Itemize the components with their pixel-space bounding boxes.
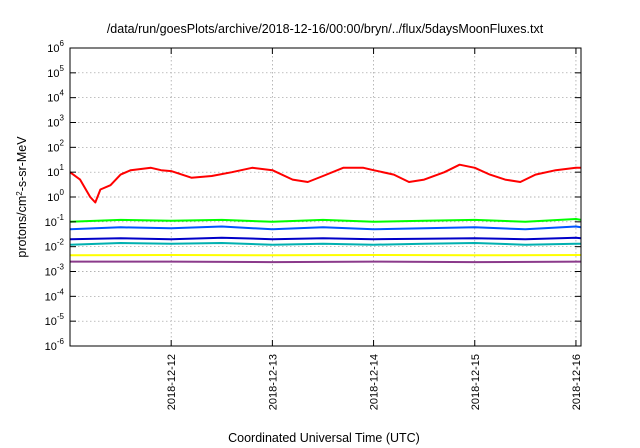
y-tick-base: 10 <box>47 192 59 204</box>
x-axis-label: Coordinated Universal Time (UTC) <box>228 431 420 445</box>
y-tick-base: 10 <box>47 68 59 80</box>
y-tick-base: 10 <box>45 341 57 353</box>
y-tick-base: 10 <box>47 118 59 130</box>
y-tick-base: 10 <box>47 43 59 55</box>
y-tick-exponent: -2 <box>57 238 65 247</box>
y-tick-exponent: -5 <box>57 312 65 321</box>
y-tick-label: 100 <box>47 188 64 204</box>
y-tick-base: 10 <box>47 93 59 105</box>
y-tick-label: 10-1 <box>45 213 65 229</box>
y-tick-base: 10 <box>45 267 57 279</box>
y-tick-label: 10-2 <box>45 238 65 254</box>
series-line-0 <box>69 163 581 204</box>
y-tick-exponent: -1 <box>57 213 65 222</box>
y-tick-label: 10-3 <box>45 263 65 279</box>
y-axis-ticks: 10-610-510-410-310-210-11001011021031041… <box>45 39 581 353</box>
y-tick-exponent: -4 <box>57 287 65 296</box>
y-tick-exponent: 5 <box>60 64 65 73</box>
y-tick-exponent: 3 <box>60 114 65 123</box>
y-tick-label: 10-4 <box>45 287 65 303</box>
y-tick-label: 104 <box>47 89 64 105</box>
y-tick-exponent: -6 <box>57 337 65 346</box>
x-tick-label: 2018-12-14 <box>369 354 381 410</box>
x-tick-label: 2018-12-16 <box>571 354 583 410</box>
y-tick-exponent: 2 <box>60 138 65 147</box>
y-tick-base: 10 <box>47 142 59 154</box>
y-axis-label-sup: 2 <box>15 191 24 196</box>
x-axis-ticks: 2018-12-12 2018-12-13 2018-12-14 2018-12-15… <box>166 48 583 410</box>
y-tick-label: 105 <box>47 64 64 80</box>
y-tick-exponent: -3 <box>57 263 65 272</box>
y-tick-base: 10 <box>45 291 57 303</box>
y-tick-exponent: 0 <box>60 188 65 197</box>
x-tick-label: 2018-12-12 <box>166 354 178 410</box>
y-tick-label: 106 <box>47 39 64 55</box>
x-tick-label: 2018-12-15 <box>470 354 482 410</box>
series-line-4 <box>69 236 582 241</box>
y-tick-exponent: 1 <box>60 163 65 172</box>
y-axis-label: protons/cm2-s-sr-MeV <box>15 136 30 258</box>
y-tick-label: 101 <box>47 163 64 179</box>
x-tick-label: 2018-12-13 <box>267 354 279 410</box>
chart-title: /data/run/goesPlots/archive/2018-12-16/0… <box>107 22 544 36</box>
y-tick-exponent: 4 <box>60 89 65 98</box>
series-line-3 <box>69 242 581 246</box>
y-tick-base: 10 <box>45 217 57 229</box>
series-lines <box>69 163 582 264</box>
series-line-2 <box>69 225 582 231</box>
y-tick-label: 10-6 <box>45 337 65 353</box>
y-tick-base: 10 <box>47 167 59 179</box>
y-tick-label: 103 <box>47 114 64 130</box>
y-axis-label-prefix: protons/cm <box>15 196 29 258</box>
y-tick-base: 10 <box>45 242 57 254</box>
grid-lines <box>70 48 581 346</box>
y-tick-exponent: 6 <box>60 39 65 48</box>
y-tick-label: 102 <box>47 138 64 154</box>
series-line-1 <box>69 218 582 223</box>
y-tick-label: 10-5 <box>45 312 65 328</box>
y-axis-label-suffix: -s-sr-MeV <box>15 136 29 192</box>
y-tick-base: 10 <box>45 316 57 328</box>
series-line-6 <box>70 260 582 264</box>
